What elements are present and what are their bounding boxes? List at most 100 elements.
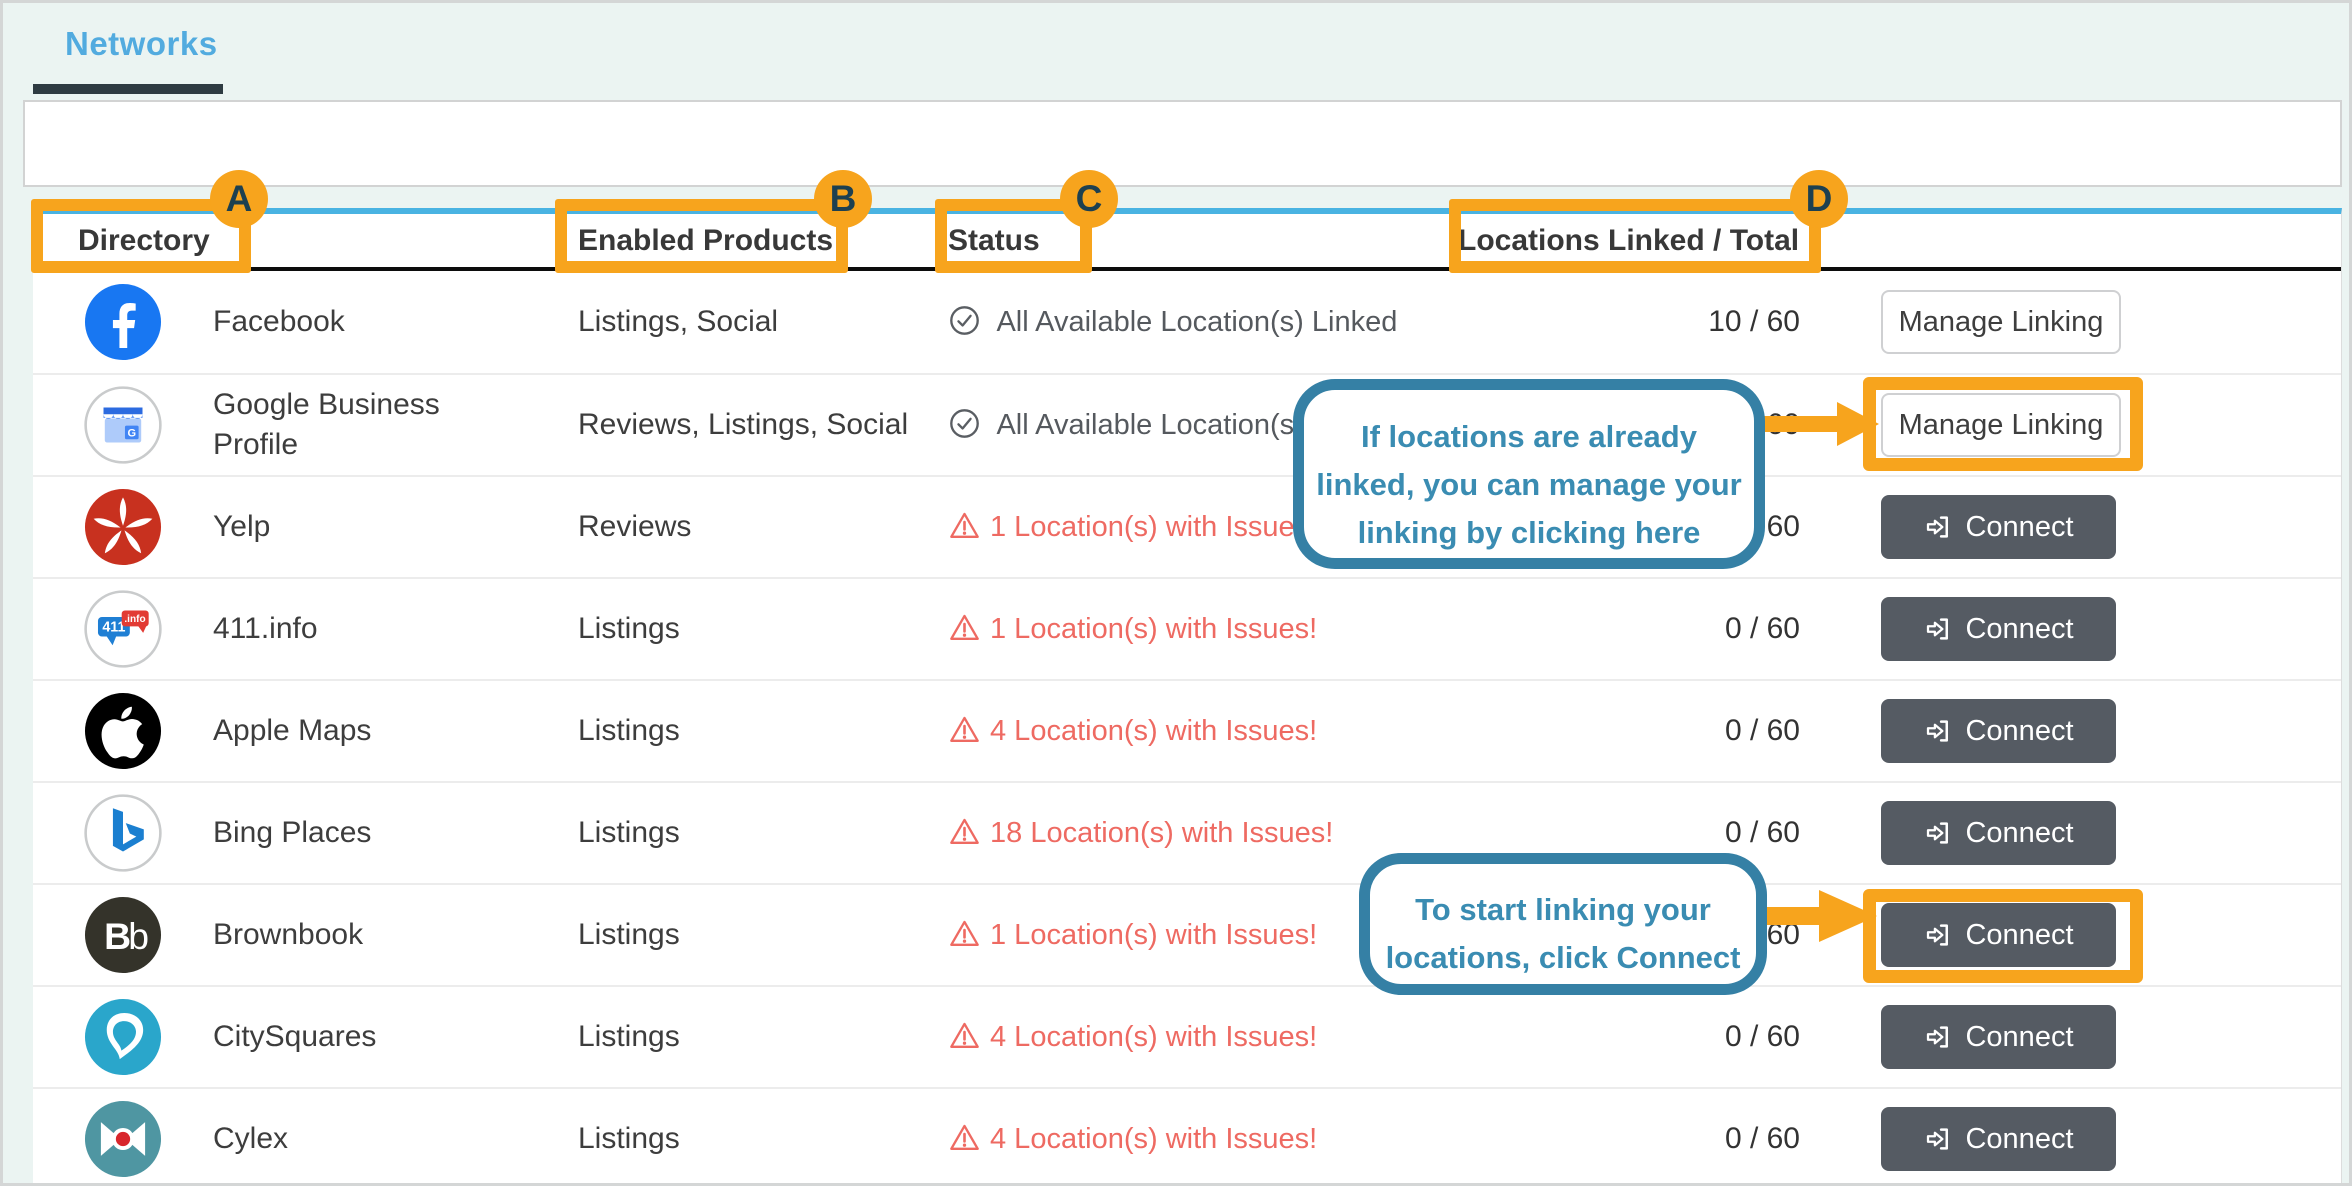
header-enabled-products: Enabled Products — [578, 223, 834, 257]
manage-linking-button[interactable]: Manage Linking — [1881, 393, 2121, 457]
connect-button[interactable]: Connect — [1881, 495, 2116, 559]
sign-in-icon — [1927, 822, 1949, 844]
warning-triangle-icon — [948, 509, 981, 542]
status-value: 1 Location(s) with Issues! — [948, 609, 1458, 650]
network-name: Cylex — [213, 1122, 289, 1155]
highlight-box-enabled-products — [555, 199, 848, 273]
header-locations-linked-total: Locations Linked / Total — [1458, 223, 1800, 257]
sign-in-icon — [1927, 618, 1949, 640]
table-row-yelp: Yelp Reviews 1 Location(s) with Issues! … — [33, 475, 2341, 577]
enabled-products-value: Listings — [578, 816, 680, 849]
sign-in-icon — [1927, 720, 1949, 742]
callout-line: locations, click Connect — [1385, 940, 1741, 975]
locations-linked-count: 0 / 60 — [1724, 1122, 1800, 1155]
annotation-badge-a: A — [210, 170, 268, 228]
highlight-box-directory — [31, 199, 251, 273]
status-value: 18 Location(s) with Issues! — [948, 813, 1458, 854]
table-row-citysquares: CitySquares Listings 4 Location(s) with … — [33, 985, 2341, 1087]
network-name: Google Business Profile — [213, 388, 440, 461]
svg-text:.info: .info — [124, 614, 145, 625]
svg-text:B: B — [104, 915, 131, 957]
table-row-411-info: 411 .info 411.info Listings 1 Location(s)… — [33, 577, 2341, 679]
svg-text:b: b — [128, 915, 149, 957]
network-name: Apple Maps — [213, 714, 372, 747]
annotation-badge-b: B — [814, 170, 872, 228]
locations-linked-count: 0 / 60 — [1724, 714, 1800, 747]
network-name: CitySquares — [213, 1020, 377, 1053]
callout-bubble-connect: To start linking your locations, click C… — [1359, 853, 1767, 995]
connect-button[interactable]: Connect — [1881, 903, 2116, 967]
highlight-box-manage-linking-button — [1863, 377, 2143, 471]
status-value: 1 Location(s) with Issues! — [948, 915, 1458, 956]
header-status: Status — [948, 223, 1040, 257]
status-value: 1 Location(s) with Issues! — [948, 507, 1458, 548]
connect-button[interactable]: Connect — [1881, 1005, 2116, 1069]
check-circle-icon — [948, 407, 981, 440]
highlight-box-locations — [1449, 199, 1821, 273]
enabled-products-value: Listings, Social — [578, 305, 779, 338]
connect-button[interactable]: Connect — [1881, 699, 2116, 763]
locations-linked-count: 0 / 60 — [1724, 816, 1800, 849]
callout-line: If locations are already — [1361, 419, 1697, 454]
active-tab-indicator — [33, 84, 223, 94]
callout-line: To start linking your — [1415, 892, 1711, 927]
callout-bubble-manage-linking: If locations are already linked, you can… — [1293, 379, 1765, 569]
header-directory: Directory — [78, 223, 210, 257]
network-name: Bing Places — [213, 816, 372, 849]
locations-linked-count: 0 / 60 — [1724, 612, 1800, 645]
status-value: 4 Location(s) with Issues! — [948, 711, 1458, 752]
enabled-products-value: Reviews — [578, 510, 692, 543]
check-circle-icon — [948, 304, 981, 337]
table-row-bing-places: Bing Places Listings 18 Location(s) with… — [33, 781, 2341, 883]
locations-linked-count: 0 / 60 — [1724, 1020, 1800, 1053]
network-name: Facebook — [213, 305, 345, 338]
google-business-icon: G — [84, 386, 162, 464]
enabled-products-value: Listings — [578, 1122, 680, 1155]
connect-button[interactable]: Connect — [1881, 1107, 2116, 1171]
tab-networks[interactable]: Networks — [65, 25, 218, 62]
locations-linked-count: 10 / 60 — [1708, 305, 1800, 338]
connect-button[interactable]: Connect — [1881, 597, 2116, 661]
network-name: 411.info — [213, 612, 318, 645]
citysquares-icon — [84, 998, 162, 1076]
annotation-badge-c: C — [1060, 170, 1118, 228]
annotation-badge-d: D — [1790, 170, 1848, 228]
apple-maps-icon — [84, 692, 162, 770]
yelp-icon — [84, 488, 162, 566]
callout-line: linked, you can manage your — [1316, 467, 1742, 502]
svg-text:G: G — [127, 427, 136, 439]
411-info-icon: 411 .info — [84, 590, 162, 668]
table-header-row: Directory Enabled Products Status Locati… — [33, 214, 2341, 271]
connect-button[interactable]: Connect — [1881, 801, 2116, 865]
warning-triangle-icon — [948, 713, 981, 746]
highlight-box-connect-button — [1863, 889, 2143, 983]
cylex-icon — [84, 1100, 162, 1178]
warning-triangle-icon — [948, 1019, 981, 1052]
filter-toolbar-panel — [23, 100, 2342, 187]
sign-in-icon — [1927, 924, 1949, 946]
callout-arrow-to-manage-linking — [1745, 400, 1881, 453]
warning-triangle-icon — [948, 815, 981, 848]
network-name: Yelp — [213, 510, 271, 543]
network-name: Brownbook — [213, 918, 364, 951]
svg-text:411: 411 — [102, 620, 125, 636]
facebook-icon — [84, 283, 162, 361]
warning-triangle-icon — [948, 917, 981, 950]
warning-triangle-icon — [948, 1121, 981, 1154]
sign-in-icon — [1927, 1026, 1949, 1048]
bing-places-icon — [84, 794, 162, 872]
manage-linking-button[interactable]: Manage Linking — [1881, 290, 2121, 354]
sign-in-icon — [1927, 516, 1949, 538]
table-row-facebook: Facebook Listings, Social All Available … — [33, 271, 2341, 373]
sign-in-icon — [1927, 1128, 1949, 1150]
enabled-products-value: Listings — [578, 612, 680, 645]
table-row-cylex: Cylex Listings 4 Location(s) with Issues… — [33, 1087, 2341, 1183]
enabled-products-value: Listings — [578, 1020, 680, 1053]
status-value: 4 Location(s) with Issues! — [948, 1017, 1458, 1058]
enabled-products-value: Listings — [578, 918, 680, 951]
status-value: All Available Location(s) Linked — [948, 302, 1458, 343]
warning-triangle-icon — [948, 611, 981, 644]
networks-table: Directory Enabled Products Status Locati… — [33, 208, 2342, 1183]
